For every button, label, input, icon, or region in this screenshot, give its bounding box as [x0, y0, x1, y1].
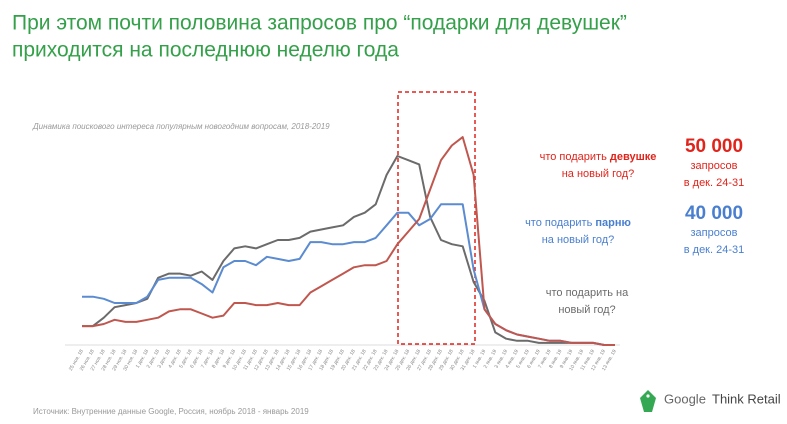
callout-caption: запросов — [691, 227, 738, 239]
callout-question: на новый год? — [562, 168, 635, 180]
callout-question: что подарить девушке — [540, 151, 657, 163]
series-line — [82, 136, 615, 346]
callout-question: на новый год? — [542, 234, 615, 246]
callout-caption: в дек. 24-31 — [684, 177, 745, 189]
chart-subtitle: Динамика поискового интереса популярным … — [32, 122, 330, 131]
callout-caption: запросов — [691, 160, 738, 172]
highlight-box — [397, 91, 476, 345]
callouts: что подарить девушке на новый год? 50 000 з… — [525, 136, 744, 316]
logo: Google Think Retail — [640, 390, 781, 412]
series-line — [82, 155, 615, 346]
callout-text: что подарить — [525, 217, 592, 229]
logo-product: Think Retail — [712, 391, 781, 406]
title-line: При этом почти половина запросов про “по… — [12, 12, 627, 35]
title-line: приходится на последнюю неделю года — [12, 39, 399, 62]
callout-caption: в дек. 24-31 — [684, 244, 745, 256]
callout-highlight: девушке — [610, 151, 657, 163]
callout-highlight: парню — [595, 217, 631, 229]
logo-icon-hole — [646, 394, 650, 398]
logo-icon — [640, 390, 656, 412]
logo-brand: Google — [664, 391, 706, 406]
callout-count: 40 000 — [685, 203, 743, 224]
callout-question: новый год? — [558, 304, 615, 316]
callout-question: что подарить на — [546, 287, 629, 299]
callout-count: 50 000 — [685, 136, 743, 157]
callout-question: что подарить парню — [525, 217, 631, 229]
callout-text: что подарить на — [546, 287, 629, 299]
source: Источник: Внутренние данные Google, Росс… — [33, 407, 309, 416]
callout-text: что подарить — [540, 151, 607, 163]
